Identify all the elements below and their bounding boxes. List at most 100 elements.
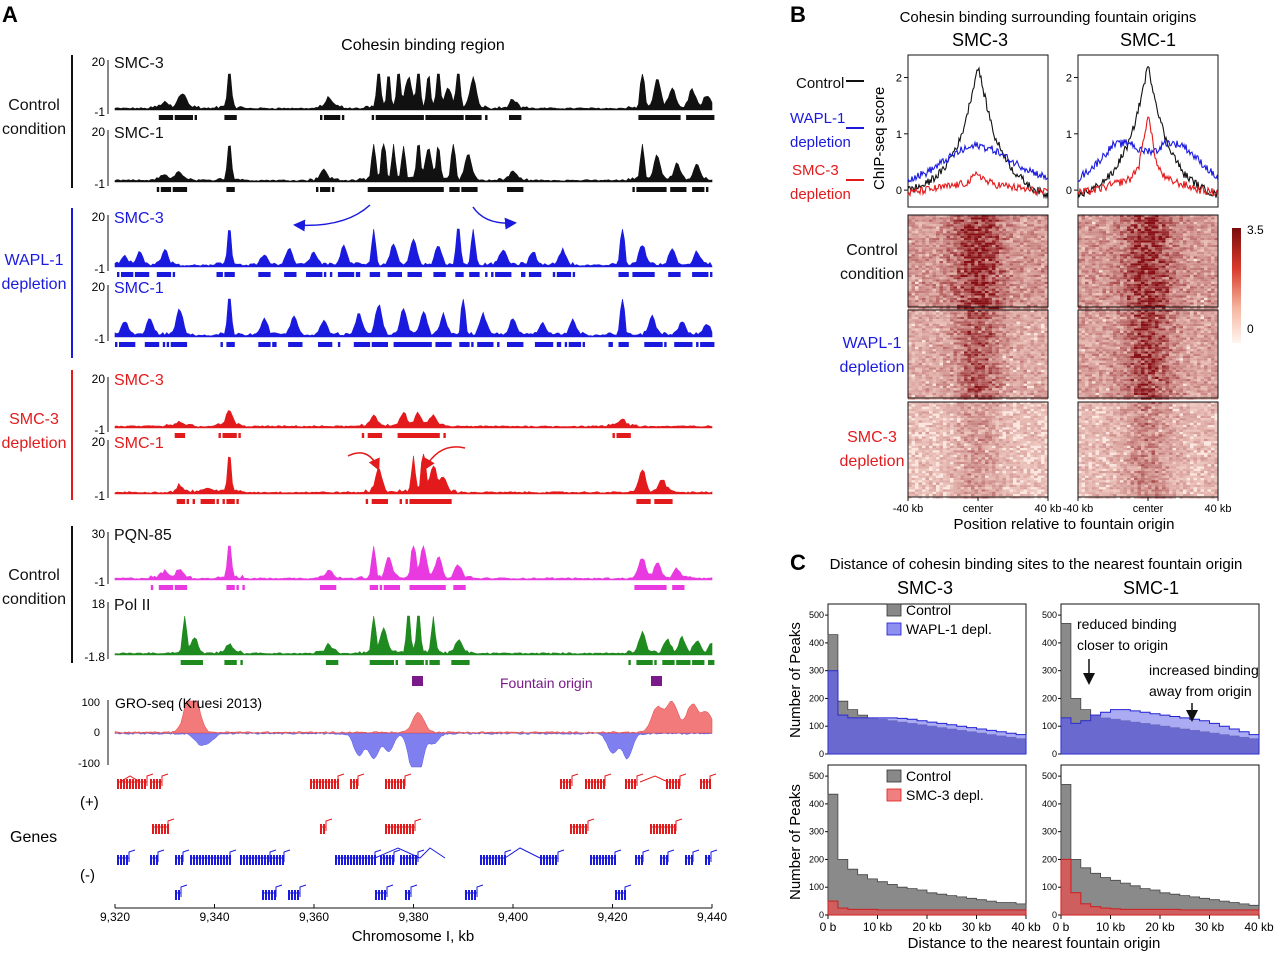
gene-exon: [217, 855, 219, 865]
peak-call: [158, 272, 162, 277]
peak-call: [300, 342, 303, 347]
peak-call: [320, 585, 323, 590]
gene-exon: [291, 890, 293, 900]
peak-call: [264, 342, 267, 347]
heatmap-row-label1-2: SMC-3: [847, 429, 897, 446]
gene-exon: [152, 824, 154, 834]
peak-call: [325, 660, 329, 665]
gene-exon: [350, 779, 352, 789]
track-name-1: SMC-1: [114, 125, 164, 142]
peak-call: [423, 499, 426, 504]
peak-call: [178, 342, 182, 347]
peak-call: [429, 499, 432, 504]
peak-call: [377, 499, 381, 504]
peak-call: [431, 499, 434, 504]
peak-call: [312, 272, 315, 277]
peak-call: [612, 433, 615, 438]
peak-call: [455, 187, 458, 192]
gene-exon: [663, 855, 665, 865]
peak-call: [684, 342, 687, 347]
peak-call: [375, 660, 379, 665]
peak-call: [451, 660, 454, 665]
groseq-ymid: 0: [94, 727, 100, 739]
peak-call: [258, 342, 261, 347]
peak-call: [660, 115, 663, 120]
peak-call: [532, 272, 536, 277]
peak-call: [397, 342, 400, 347]
peak-call: [419, 272, 422, 277]
peak-call: [369, 660, 373, 665]
peak-call: [381, 115, 385, 120]
peak-call: [294, 342, 297, 347]
peak-call: [674, 187, 677, 192]
gene-exon: [605, 855, 607, 865]
gene-exon: [175, 890, 177, 900]
peak-call: [232, 585, 235, 590]
peak-call: [381, 187, 385, 192]
peak-call: [238, 433, 241, 438]
peak-call: [698, 660, 701, 665]
peak-call: [180, 499, 184, 504]
peak-call: [383, 187, 387, 192]
peak-call: [642, 499, 645, 504]
peak-call: [375, 115, 379, 120]
groseq-track: [114, 700, 713, 768]
legend-c-bottom-smc3: SMC-3 depl.: [906, 787, 984, 803]
peak-call: [228, 433, 231, 438]
track-ymax-5: 20: [92, 435, 106, 449]
gene-exon: [265, 890, 267, 900]
profile-ytick-label: 1: [896, 129, 902, 141]
peak-call: [640, 187, 643, 192]
peak-call: [164, 187, 168, 192]
peak-call: [162, 272, 166, 277]
peak-call: [678, 342, 681, 347]
gene-exon: [120, 855, 122, 865]
gene-exon: [691, 855, 693, 865]
peak-call: [648, 342, 651, 347]
profile-line-1-2: [1077, 116, 1219, 196]
peak-call: [142, 272, 146, 277]
peak-call: [226, 660, 229, 665]
peak-call: [441, 585, 444, 590]
peak-call: [194, 660, 197, 665]
peak-call: [369, 433, 373, 438]
heatmap-row-label2-2: depletion: [840, 453, 905, 470]
peak-call: [451, 187, 454, 192]
peak-call: [206, 499, 209, 504]
gene-exon: [590, 855, 592, 865]
peak-call: [676, 585, 679, 590]
peak-call: [264, 272, 267, 277]
gene-exon: [320, 824, 322, 834]
peak-call: [646, 272, 649, 277]
hist-ytick-label: 400: [809, 799, 824, 809]
peak-call: [654, 660, 657, 665]
gene-exon: [150, 779, 152, 789]
peak-call: [620, 272, 623, 277]
peak-call: [294, 272, 297, 277]
gene-exon: [178, 855, 180, 865]
peak-call: [186, 660, 189, 665]
gene-exon: [540, 855, 542, 865]
gene-exon: [375, 890, 377, 900]
peak-call: [357, 272, 361, 277]
peak-call: [230, 433, 233, 438]
peak-call: [381, 342, 385, 347]
gene-exon: [400, 824, 402, 834]
peak-call: [182, 187, 186, 192]
peak-call: [226, 272, 229, 277]
peak-call: [208, 499, 211, 504]
peak-call: [417, 499, 420, 504]
gene-exon: [120, 779, 122, 789]
peak-call: [407, 272, 410, 277]
peak-call: [130, 342, 134, 347]
peak-call: [329, 115, 333, 120]
peak-call: [483, 342, 486, 347]
gene-exon: [659, 824, 661, 834]
peak-call: [391, 585, 394, 590]
peak-call: [218, 272, 221, 277]
gene-tss: [571, 773, 579, 786]
legend-c-bottom-control-swatch: [886, 769, 902, 783]
peak-call: [439, 585, 442, 590]
peak-call: [640, 115, 643, 120]
peak-call: [656, 187, 659, 192]
